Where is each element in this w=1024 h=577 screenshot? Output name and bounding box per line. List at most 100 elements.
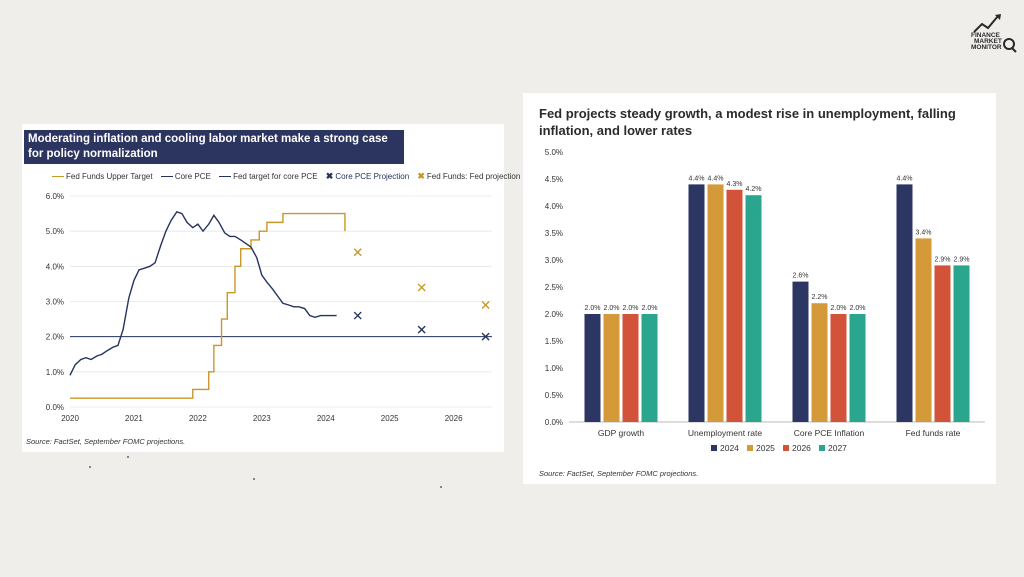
bar-2025	[603, 314, 620, 422]
y-tick-label: 5.0%	[46, 227, 64, 236]
legend-label-2024: 2024	[720, 443, 739, 453]
fed-funds-projection-marker	[353, 248, 362, 257]
y-tick-label: 1.0%	[46, 368, 64, 377]
legend-item-core-pce: Core PCE	[160, 172, 211, 181]
bar-chart-title: Fed projects steady growth, a modest ris…	[539, 106, 956, 138]
category-label: Fed funds rate	[906, 428, 961, 438]
y-tick-label: 4.0%	[46, 262, 64, 271]
bar-2025	[915, 238, 932, 422]
fed-funds-projection-marker	[481, 301, 490, 310]
legend-label: Core PCE	[174, 172, 211, 181]
y-tick-label: 0.0%	[46, 403, 64, 412]
core-pce-projection-marker	[481, 332, 490, 341]
x-tick-label: 2022	[189, 414, 207, 423]
bar-2024	[584, 314, 601, 422]
bar-data-label: 4.4%	[708, 175, 724, 182]
bar-data-label: 2.0%	[850, 305, 866, 312]
bar-data-label: 2.0%	[585, 305, 601, 312]
x-tick-label: 2026	[445, 414, 463, 423]
bar-2024	[688, 184, 705, 422]
category-label: Core PCE Inflation	[794, 428, 865, 438]
legend-label-2025: 2025	[756, 443, 775, 453]
legend-item-fed-funds-projection: ✖ Fed Funds: Fed projection	[417, 171, 521, 181]
legend-swatch-2025	[747, 445, 753, 451]
y-tick-label: 4.5%	[545, 175, 563, 184]
bar-2027	[745, 195, 762, 422]
bar-chart-card: Fed projects steady growth, a modest ris…	[523, 93, 996, 484]
bar-data-label: 2.9%	[954, 256, 970, 263]
bar-data-label: 4.4%	[689, 175, 705, 182]
line-chart-legend: Fed Funds Upper Target Core PCE Fed targ…	[52, 171, 526, 182]
finance-market-monitor-logo: FINANCE MARKET MONITOR	[968, 12, 1018, 54]
logo-line-2: MARKET	[974, 38, 1002, 45]
bar-data-label: 3.4%	[916, 229, 932, 236]
bar-2026	[726, 189, 743, 422]
series-line-fed-funds	[70, 212, 346, 399]
legend-swatch-2027	[819, 445, 825, 451]
line-chart-source: Source: FactSet, September FOMC projecti…	[26, 437, 186, 446]
legend-item-fed-target: Fed target for core PCE	[219, 172, 318, 181]
bar-2025	[707, 184, 724, 422]
legend-label: Core PCE Projection	[335, 172, 410, 181]
core-pce-projection-marker	[417, 325, 426, 334]
legend-label: Fed Funds: Fed projection	[426, 172, 521, 181]
y-tick-label: 3.0%	[46, 298, 64, 307]
logo-line-3: MONITOR	[971, 44, 1002, 51]
bar-data-label: 2.6%	[793, 273, 809, 280]
background-speck	[127, 456, 129, 458]
legend-swatch-2024	[711, 445, 717, 451]
bar-2027	[849, 314, 866, 422]
y-tick-label: 2.0%	[545, 310, 563, 319]
y-tick-label: 1.5%	[545, 337, 563, 346]
bar-data-label: 4.4%	[897, 175, 913, 182]
y-tick-label: 3.0%	[545, 256, 563, 265]
bar-2027	[953, 265, 970, 422]
x-tick-label: 2023	[253, 414, 271, 423]
y-tick-label: 2.0%	[46, 333, 64, 342]
y-tick-label: 5.0%	[545, 148, 563, 157]
logo-line-1: FINANCE	[971, 32, 1001, 39]
bar-2024	[792, 281, 809, 422]
y-tick-label: 3.5%	[545, 229, 563, 238]
category-label: Unemployment rate	[688, 428, 762, 438]
bar-data-label: 2.0%	[604, 305, 620, 312]
line-chart-card: Moderating inflation and cooling labor m…	[22, 124, 520, 452]
legend-swatch-2026	[783, 445, 789, 451]
bar-2026	[934, 265, 951, 422]
legend-label-2026: 2026	[792, 443, 811, 453]
core-pce-projection-marker	[353, 311, 362, 320]
x-tick-label: 2020	[61, 414, 79, 423]
y-tick-label: 0.0%	[545, 418, 563, 427]
fed-funds-projection-marker	[417, 283, 426, 292]
legend-label: Fed target for core PCE	[233, 172, 318, 181]
bar-data-label: 2.0%	[623, 305, 639, 312]
legend-label: Fed Funds Upper Target	[66, 172, 153, 181]
bar-data-label: 2.2%	[812, 294, 828, 301]
background-speck	[440, 486, 442, 488]
bar-2025	[811, 303, 828, 422]
legend-item-core-pce-projection: ✖ Core PCE Projection	[325, 171, 410, 181]
background-speck	[253, 478, 255, 480]
line-chart-title: Moderating inflation and cooling labor m…	[24, 130, 404, 164]
bar-2027	[641, 314, 658, 422]
x-tick-label: 2021	[125, 414, 143, 423]
bar-data-label: 2.9%	[935, 256, 951, 263]
chart-arrow-magnifier-icon: FINANCE MARKET MONITOR	[971, 14, 1017, 53]
bar-data-label: 4.3%	[727, 181, 743, 188]
background-speck	[89, 466, 91, 468]
legend-item-fed-funds: Fed Funds Upper Target	[52, 172, 153, 181]
bar-chart-plot: 0.0% 0.5% 1.0% 1.5% 2.0% 2.5% 3.0% 3.5% 4.0% 4.5%…	[545, 148, 985, 453]
series-line-core-pce	[69, 210, 337, 376]
bar-data-label: 2.0%	[642, 305, 658, 312]
bar-2024	[896, 184, 913, 422]
y-tick-label: 0.5%	[545, 391, 563, 400]
x-tick-label: 2024	[317, 414, 335, 423]
bar-data-label: 4.2%	[746, 186, 762, 193]
bar-2026	[830, 314, 847, 422]
line-chart-plot: 0.0% 1.0% 2.0% 3.0% 4.0% 5.0% 6.0% 2020 2021 2022…	[46, 192, 492, 423]
bar-data-label: 2.0%	[831, 305, 847, 312]
category-label: GDP growth	[598, 428, 644, 438]
x-tick-label: 2025	[381, 414, 399, 423]
bar-2026	[622, 314, 639, 422]
y-tick-label: 4.0%	[545, 202, 563, 211]
